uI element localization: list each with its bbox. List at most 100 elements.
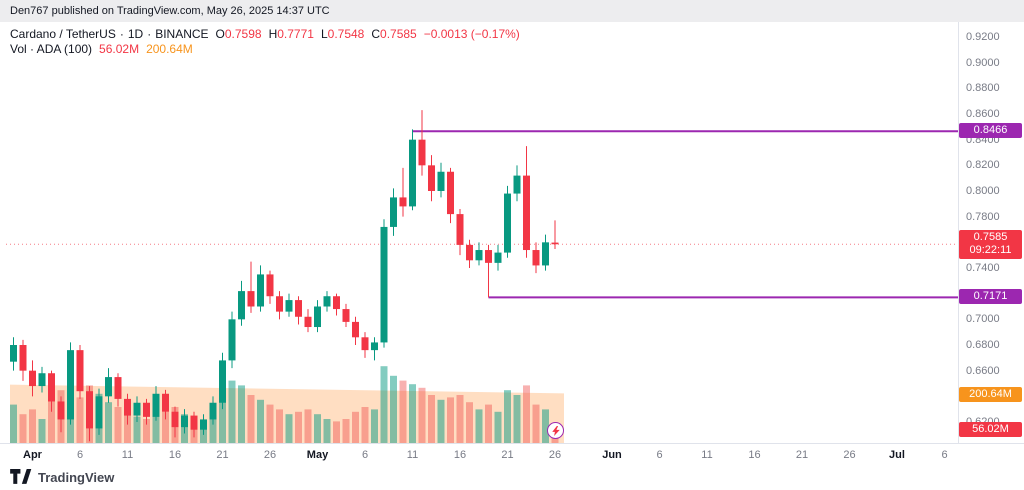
- candle-body: [314, 306, 321, 328]
- candle-body: [371, 342, 378, 351]
- candle-body: [342, 309, 350, 322]
- candle-body: [10, 345, 17, 362]
- volume-bar: [257, 399, 264, 443]
- price-axis-label: 0.9200: [966, 31, 1000, 43]
- candle-body: [409, 139, 416, 207]
- candle-body: [247, 291, 255, 307]
- candle-body: [361, 337, 369, 351]
- low-label: L: [320, 27, 328, 41]
- candle-body: [504, 193, 511, 253]
- volume-ma-badge: 200.64M: [959, 386, 1022, 402]
- publish-text: Den767 published on TradingView.com, May…: [10, 5, 330, 17]
- volume-indicator-title[interactable]: Vol · ADA (100): [10, 42, 93, 56]
- candle-body: [485, 250, 492, 263]
- separator: ·: [147, 27, 152, 41]
- volume-bar: [532, 404, 540, 443]
- separator: ·: [119, 27, 124, 41]
- candle-body: [333, 296, 340, 310]
- price-axis-label: 0.7800: [966, 210, 1000, 223]
- candle-body: [266, 274, 274, 297]
- candle-body: [86, 391, 93, 429]
- candle-body: [200, 419, 207, 430]
- time-axis-label: 6: [656, 449, 663, 461]
- candle-body: [456, 214, 464, 245]
- volume-bar: [29, 409, 36, 443]
- price-axis-label: 0.7400: [966, 262, 1000, 274]
- candle-body: [114, 377, 122, 399]
- candle-body: [295, 300, 302, 317]
- candle-body: [304, 316, 312, 328]
- volume-bar: [19, 414, 27, 443]
- open-label: O: [215, 27, 225, 41]
- time-axis-label: 11: [406, 449, 419, 461]
- volume-bar: [523, 385, 530, 443]
- candle-body: [437, 171, 445, 191]
- volume-bar: [143, 419, 150, 443]
- candle-body: [428, 165, 435, 191]
- volume-ma-area: [10, 384, 564, 443]
- candle-body: [542, 242, 549, 266]
- candle-body: [152, 393, 160, 417]
- volume-bar: [10, 404, 17, 443]
- candle-body: [399, 197, 407, 207]
- price-axis-label: 0.8800: [966, 82, 1000, 95]
- time-axis-label: 16: [168, 449, 182, 461]
- volume-bar: [352, 411, 359, 443]
- candle-body: [238, 291, 245, 320]
- candle-body: [285, 300, 293, 312]
- price-axis[interactable]: 0.9200 0.9000 0.8800 0.8600 0.8400 0.8200 0.80…: [958, 0, 1024, 443]
- time-axis-label: 26: [843, 449, 856, 461]
- candle-body: [76, 350, 84, 392]
- candle-body: [133, 402, 141, 416]
- candle-body: [38, 373, 46, 387]
- price-axis-label: 0.8600: [966, 108, 1000, 120]
- level-high-price-badge: 0.8466: [959, 123, 1022, 139]
- volume-bar: [475, 409, 483, 443]
- time-axis-label: 6: [76, 449, 84, 461]
- volume-ma-value: 200.64M: [146, 42, 193, 56]
- volume-bar: [390, 375, 397, 443]
- volume-bar: [380, 366, 388, 443]
- boost-bolt-icon[interactable]: [547, 422, 564, 439]
- exchange-label[interactable]: BINANCE: [155, 27, 209, 41]
- volume-bar: [456, 395, 464, 443]
- time-axis-month-label: Jul: [889, 449, 905, 461]
- high-value: 0.7771: [277, 27, 314, 41]
- tradingview-brand-link[interactable]: TradingView: [10, 466, 114, 488]
- volume-bar: [48, 399, 55, 443]
- candle-body: [475, 250, 483, 261]
- volume-bar: [428, 395, 435, 443]
- time-axis-label: 26: [548, 449, 562, 461]
- candle-body: [323, 296, 331, 307]
- time-axis-label: 21: [795, 449, 809, 461]
- brand-text: TradingView: [38, 469, 115, 485]
- volume-bar: [114, 407, 122, 443]
- volume-bar: [247, 395, 255, 443]
- candle-body: [162, 393, 169, 412]
- candlestick-chart[interactable]: [0, 0, 958, 443]
- volume-bar: [228, 380, 236, 443]
- candle-body: [532, 250, 540, 266]
- candle-body: [418, 139, 426, 166]
- legend-ohlc-row: Cardano / TetherUS · 1D · BINANCE O0.7598 H0.7…: [10, 27, 520, 42]
- time-axis-label: 16: [748, 449, 761, 461]
- symbol-title[interactable]: Cardano / TetherUS: [10, 27, 116, 41]
- volume-bar: [152, 409, 160, 443]
- interval-label[interactable]: 1D: [127, 27, 144, 41]
- time-axis-label: 11: [121, 449, 134, 461]
- volume-bar: [361, 407, 369, 443]
- candle-body: [95, 396, 103, 429]
- volume-bar: [162, 411, 169, 443]
- volume-bar: [447, 397, 454, 443]
- volume-bar: [333, 421, 340, 443]
- volume-bar: [418, 387, 426, 443]
- time-axis-label: 21: [501, 449, 514, 461]
- time-axis[interactable]: Apr 6 11 16 21 26 May 6 11 16 21 26 Jun 6 11 16 21 26 Jul 6: [0, 443, 1024, 466]
- candle-body: [523, 175, 530, 251]
- publish-bar: Den767 published on TradingView.com, May…: [0, 0, 1024, 22]
- candle-body: [171, 411, 179, 428]
- time-axis-label: 11: [701, 449, 713, 461]
- volume-bar: [485, 404, 492, 443]
- time-axis-month-label: Jun: [602, 449, 622, 461]
- lightning-icon: [551, 425, 560, 436]
